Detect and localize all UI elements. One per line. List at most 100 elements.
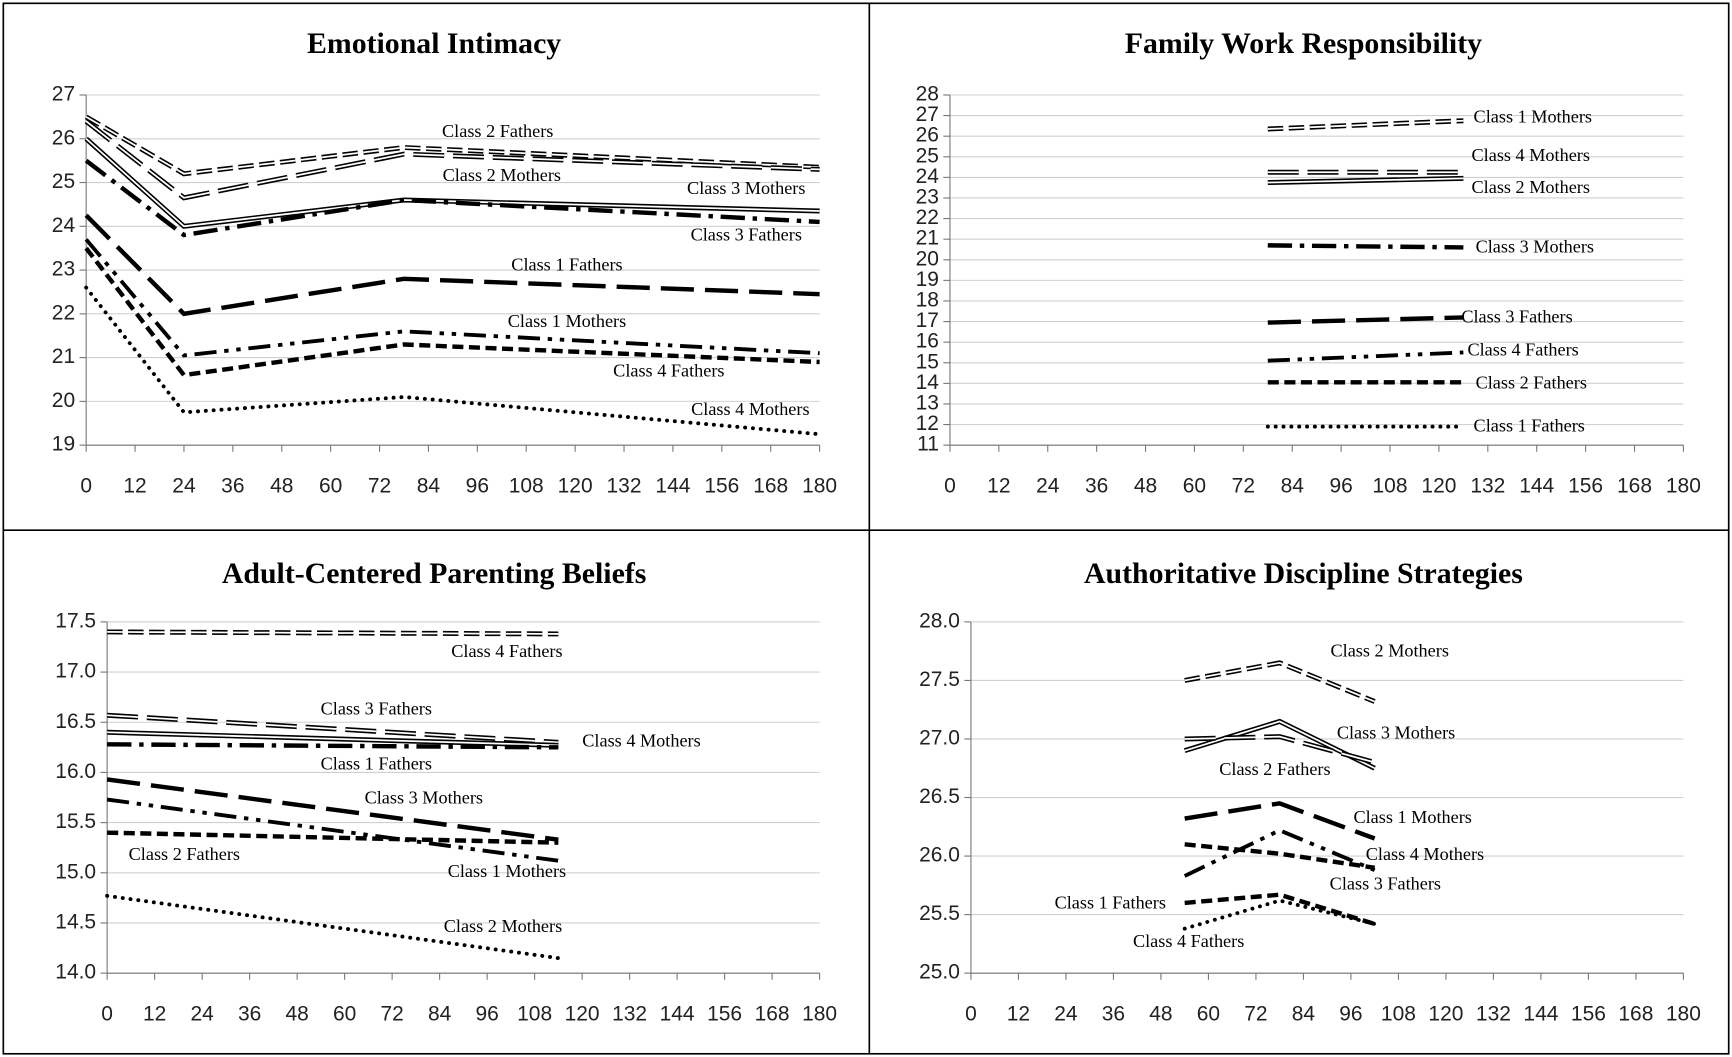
series-label: Class 1 Mothers bbox=[1353, 807, 1471, 827]
series-line bbox=[1184, 801, 1376, 841]
x-tick-label: 12 bbox=[123, 475, 146, 498]
series-label: Class 1 Fathers bbox=[321, 754, 432, 774]
y-tick-label: 16.5 bbox=[55, 710, 96, 733]
x-tick-label: 180 bbox=[802, 1003, 837, 1026]
chart-title: Emotional Intimacy bbox=[307, 27, 561, 60]
series-line-inner bbox=[1267, 177, 1464, 184]
series-label: Class 4 Fathers bbox=[451, 641, 562, 661]
y-tick-label: 24 bbox=[52, 214, 76, 237]
y-tick-label: 15.5 bbox=[55, 810, 96, 833]
x-tick-label: 60 bbox=[1197, 1003, 1220, 1026]
y-tick-label: 27 bbox=[52, 83, 75, 106]
y-tick-label: 16 bbox=[916, 330, 939, 353]
x-tick-label: 0 bbox=[80, 475, 92, 498]
y-tick-label: 28.0 bbox=[919, 609, 960, 632]
y-tick-label: 23 bbox=[916, 186, 939, 209]
x-tick-label: 120 bbox=[1421, 475, 1456, 498]
series-label: Class 4 Fathers bbox=[1467, 339, 1578, 359]
x-tick-label: 120 bbox=[565, 1003, 600, 1026]
x-tick-label: 156 bbox=[707, 1003, 742, 1026]
y-tick-label: 25.0 bbox=[919, 961, 960, 984]
series-line bbox=[84, 246, 820, 378]
x-tick-label: 84 bbox=[1281, 475, 1305, 498]
x-tick-label: 12 bbox=[143, 1003, 166, 1026]
series-label: Class 4 Mothers bbox=[1366, 844, 1484, 864]
y-tick-label: 17.0 bbox=[55, 660, 96, 683]
series-label: Class 2 Fathers bbox=[442, 121, 553, 141]
series-label: Class 4 Mothers bbox=[1472, 145, 1590, 165]
series-line bbox=[1182, 898, 1377, 931]
x-tick-label: 24 bbox=[1054, 1003, 1078, 1026]
y-tick-label: 19 bbox=[916, 268, 939, 291]
y-tick-label: 21 bbox=[52, 345, 75, 368]
series-line bbox=[106, 797, 559, 863]
x-tick-label: 156 bbox=[1571, 1003, 1606, 1026]
x-tick-label: 72 bbox=[1232, 475, 1255, 498]
series-line bbox=[1267, 350, 1464, 363]
chart-title: Authoritative Discipline Strategies bbox=[1084, 557, 1523, 590]
series-line-inner bbox=[1267, 119, 1464, 130]
y-tick-label: 15 bbox=[916, 350, 939, 373]
x-tick-label: 120 bbox=[558, 475, 593, 498]
y-tick-label: 26.0 bbox=[919, 844, 960, 867]
x-tick-label: 60 bbox=[1183, 475, 1206, 498]
y-tick-label: 22 bbox=[916, 206, 939, 229]
y-tick-label: 24 bbox=[916, 165, 940, 188]
series-line-inner bbox=[1184, 735, 1375, 764]
series-label: Class 3 Fathers bbox=[1461, 306, 1572, 326]
x-tick-label: 168 bbox=[1618, 1003, 1653, 1026]
x-tick-label: 0 bbox=[965, 1003, 977, 1026]
y-tick-label: 13 bbox=[916, 392, 939, 415]
series-label: Class 4 Mothers bbox=[582, 731, 700, 751]
x-tick-label: 24 bbox=[172, 475, 196, 498]
x-tick-label: 168 bbox=[1617, 475, 1652, 498]
x-tick-label: 72 bbox=[1244, 1003, 1267, 1026]
x-tick-label: 96 bbox=[475, 1003, 498, 1026]
y-tick-label: 25 bbox=[52, 170, 75, 193]
x-tick-label: 180 bbox=[1666, 1003, 1701, 1026]
y-tick-label: 21 bbox=[916, 227, 939, 250]
x-tick-label: 180 bbox=[802, 475, 837, 498]
x-tick-label: 72 bbox=[380, 1003, 403, 1026]
y-tick-label: 20 bbox=[52, 389, 75, 412]
y-tick-label: 26 bbox=[916, 124, 939, 147]
x-tick-label: 48 bbox=[285, 1003, 308, 1026]
series-line-inner bbox=[85, 120, 820, 199]
x-tick-label: 144 bbox=[655, 475, 690, 498]
x-tick-label: 180 bbox=[1666, 475, 1701, 498]
y-tick-label: 14.0 bbox=[55, 961, 96, 984]
x-tick-label: 48 bbox=[270, 475, 293, 498]
x-tick-label: 108 bbox=[1373, 475, 1408, 498]
series-label: Class 3 Mothers bbox=[1337, 722, 1455, 742]
series-label: Class 3 Fathers bbox=[1330, 874, 1441, 894]
x-tick-label: 144 bbox=[1519, 475, 1554, 498]
y-tick-label: 19 bbox=[52, 433, 75, 456]
series-line-inner bbox=[1184, 661, 1376, 703]
y-tick-label: 17.5 bbox=[55, 609, 96, 632]
x-tick-label: 132 bbox=[1470, 475, 1505, 498]
y-tick-label: 26 bbox=[52, 126, 75, 149]
series-label: Class 2 Mothers bbox=[443, 165, 561, 185]
x-tick-label: 168 bbox=[755, 1003, 790, 1026]
series-label: Class 2 Fathers bbox=[129, 844, 240, 864]
series-label: Class 3 Fathers bbox=[691, 225, 802, 245]
series-line-inner bbox=[85, 138, 820, 228]
x-tick-label: 132 bbox=[607, 475, 642, 498]
series-label: Class 2 Fathers bbox=[1219, 759, 1330, 779]
x-tick-label: 48 bbox=[1134, 475, 1157, 498]
y-tick-label: 14 bbox=[916, 371, 940, 394]
x-tick-label: 108 bbox=[509, 475, 544, 498]
x-tick-label: 0 bbox=[944, 475, 956, 498]
y-tick-label: 18 bbox=[916, 289, 939, 312]
y-tick-label: 23 bbox=[52, 258, 75, 281]
x-tick-label: 0 bbox=[101, 1003, 113, 1026]
x-tick-label: 48 bbox=[1149, 1003, 1172, 1026]
x-tick-label: 156 bbox=[1568, 475, 1603, 498]
series-label: Class 2 Mothers bbox=[1331, 641, 1449, 661]
y-tick-label: 22 bbox=[52, 301, 75, 324]
series-label: Class 4 Mothers bbox=[691, 399, 809, 419]
series-label: Class 3 Mothers bbox=[365, 788, 483, 808]
x-tick-label: 36 bbox=[238, 1003, 261, 1026]
x-tick-label: 132 bbox=[612, 1003, 647, 1026]
